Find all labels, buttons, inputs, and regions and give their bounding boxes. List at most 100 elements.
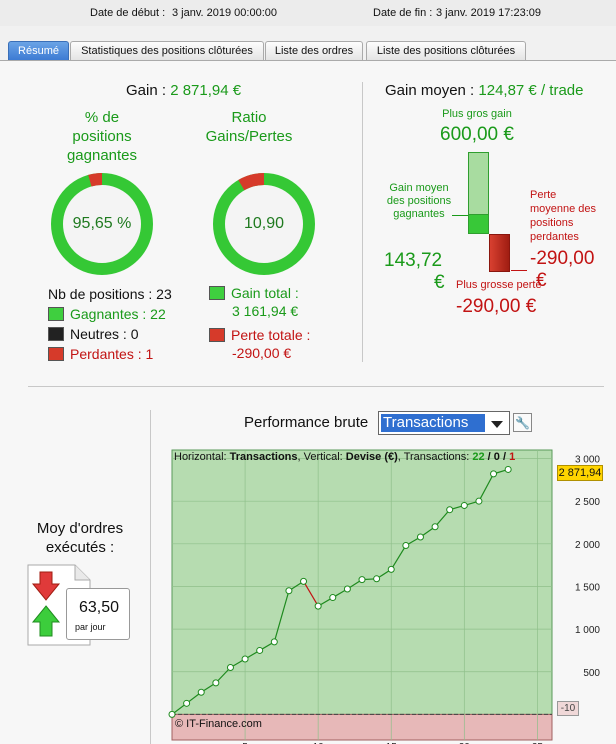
data-point bbox=[300, 577, 308, 585]
average-gain-label: Gain moyen : bbox=[385, 82, 475, 99]
info-vertical-value: Devise (€) bbox=[345, 451, 398, 463]
total-loss-label: Perte totale : bbox=[231, 327, 311, 343]
biggest-gain-label: Plus gros gain bbox=[442, 108, 512, 120]
data-point bbox=[168, 710, 176, 718]
series-segment bbox=[390, 545, 407, 570]
average-loss-value: -290,00 bbox=[530, 248, 595, 269]
data-point bbox=[256, 646, 264, 654]
orders-per-day-value: 63,50 bbox=[78, 599, 120, 616]
average-loss-caption-line: moyenne des bbox=[530, 203, 597, 215]
data-point bbox=[329, 594, 337, 602]
average-win-unit: € bbox=[434, 272, 445, 293]
data-point bbox=[402, 542, 410, 550]
total-gain-label: Gain total : bbox=[231, 285, 299, 301]
end-date-label: Date de fin : bbox=[373, 7, 433, 19]
average-loss-caption-line: positions bbox=[530, 217, 574, 229]
data-point bbox=[314, 602, 322, 610]
average-gain-summary: Gain moyen : 124,87 € / trade bbox=[385, 82, 583, 99]
orders-title-line: exécutés : bbox=[45, 539, 115, 556]
chevron-down-icon bbox=[491, 421, 503, 428]
average-loss-caption-line: perdantes bbox=[530, 231, 579, 243]
start-date-label: Date de début : bbox=[90, 7, 166, 19]
position-counts: Nb de positions : 23 Gagnantes : 22 Neut… bbox=[48, 284, 172, 364]
chart-divider bbox=[150, 410, 151, 744]
gain-summary: Gain : 2 871,94 € bbox=[126, 82, 241, 99]
tab-order-list[interactable]: Liste des ordres bbox=[265, 41, 363, 60]
x-tick-label: 15 bbox=[386, 742, 398, 744]
data-point bbox=[416, 533, 424, 541]
data-point bbox=[226, 664, 234, 671]
ratio-title: Ratio Gains/Pertes bbox=[200, 108, 298, 146]
info-winning-count: 22 bbox=[472, 451, 485, 463]
series-segment bbox=[215, 667, 231, 684]
win-rate-title: % de positions gagnantes bbox=[40, 108, 164, 165]
y-tick-label: 3 000 bbox=[575, 455, 600, 466]
tab-resume[interactable]: Résumé bbox=[8, 41, 69, 60]
total-loss-value: -290,00 € bbox=[232, 345, 292, 361]
gain-label: Gain : bbox=[126, 82, 167, 99]
average-win-value: 143,72 bbox=[384, 250, 443, 271]
horizontal-divider bbox=[28, 386, 604, 387]
gain-loss-totals: Gain total : 3 161,94 € Perte totale : -… bbox=[209, 284, 310, 362]
min-value-badge: -10 bbox=[557, 701, 579, 716]
gain-value: 2 871,94 € bbox=[170, 82, 242, 99]
biggest-gain-value: 600,00 € bbox=[440, 124, 514, 145]
orders-per-day-unit: par jour bbox=[75, 622, 106, 632]
series-segment bbox=[303, 581, 319, 607]
section-divider bbox=[362, 82, 363, 362]
average-loss-caption: Perte moyenne des positions perdantes bbox=[530, 188, 602, 244]
neutral-count: Neutres : 0 bbox=[70, 326, 139, 342]
ratio-ring-loss-arc bbox=[238, 173, 265, 191]
tab-closed-position-stats[interactable]: Statistiques des positions clôturées bbox=[70, 41, 264, 60]
win-ring-loss-arc bbox=[88, 173, 103, 187]
total-gain-value: 3 161,94 € bbox=[232, 303, 299, 319]
data-point bbox=[490, 470, 498, 478]
total-gain-legend-icon bbox=[209, 286, 225, 300]
info-horizontal-prefix: Horizontal: bbox=[174, 451, 230, 463]
average-win-arrow bbox=[452, 215, 468, 216]
tab-closed-position-list[interactable]: Liste des positions clôturées bbox=[366, 41, 526, 60]
data-point bbox=[460, 501, 468, 509]
data-point bbox=[387, 565, 395, 573]
negative-area bbox=[171, 713, 553, 741]
series-segment bbox=[478, 473, 495, 502]
data-point bbox=[241, 655, 249, 663]
data-point bbox=[504, 465, 512, 473]
data-point bbox=[373, 575, 381, 583]
end-date-value: 3 janv. 2019 17:23:09 bbox=[436, 7, 541, 19]
average-loss-unit: € bbox=[536, 270, 547, 291]
losing-count: Perdantes : 1 bbox=[70, 346, 154, 362]
chart-watermark: © IT-Finance.com bbox=[175, 718, 262, 730]
info-separator: / bbox=[484, 451, 494, 463]
horizontal-axis-dropdown[interactable]: Transactions bbox=[378, 411, 510, 435]
win-rate-title-line: gagnantes bbox=[66, 147, 138, 164]
y-tick-label: 1 500 bbox=[575, 582, 600, 593]
data-point bbox=[343, 585, 351, 593]
neutral-legend-icon bbox=[48, 327, 64, 341]
ratio-title-line: Gains/Pertes bbox=[205, 128, 293, 145]
data-point bbox=[212, 679, 220, 687]
series-segment bbox=[434, 509, 451, 528]
average-win-caption-line: gagnantes bbox=[393, 208, 445, 220]
losing-legend-icon bbox=[48, 347, 64, 361]
performance-title: Performance brute bbox=[244, 414, 369, 431]
ratio-ring: 10,90 bbox=[212, 172, 316, 276]
x-tick-label: 25 bbox=[532, 742, 544, 744]
data-point bbox=[475, 497, 483, 505]
data-point bbox=[358, 576, 366, 584]
ratio-title-line: Ratio bbox=[231, 109, 267, 126]
data-point bbox=[183, 699, 191, 707]
average-gain-value: 124,87 € / trade bbox=[478, 82, 584, 99]
win-rate-ring: 95,65 % bbox=[50, 172, 154, 276]
win-rate-value: 95,65 % bbox=[72, 215, 132, 232]
info-losing-count: 1 bbox=[509, 451, 516, 463]
y-tick-label: 500 bbox=[583, 668, 600, 679]
winning-legend-icon bbox=[48, 307, 64, 321]
chart-settings-button[interactable]: 🔧 bbox=[513, 413, 532, 432]
average-win-caption-line: des positions bbox=[386, 195, 452, 207]
y-tick-label: 2 500 bbox=[575, 497, 600, 508]
loss-bar bbox=[489, 234, 510, 272]
data-point bbox=[446, 506, 454, 514]
x-tick-label: 5 bbox=[242, 742, 248, 744]
orders-title-line: Moy d'ordres bbox=[36, 520, 124, 537]
